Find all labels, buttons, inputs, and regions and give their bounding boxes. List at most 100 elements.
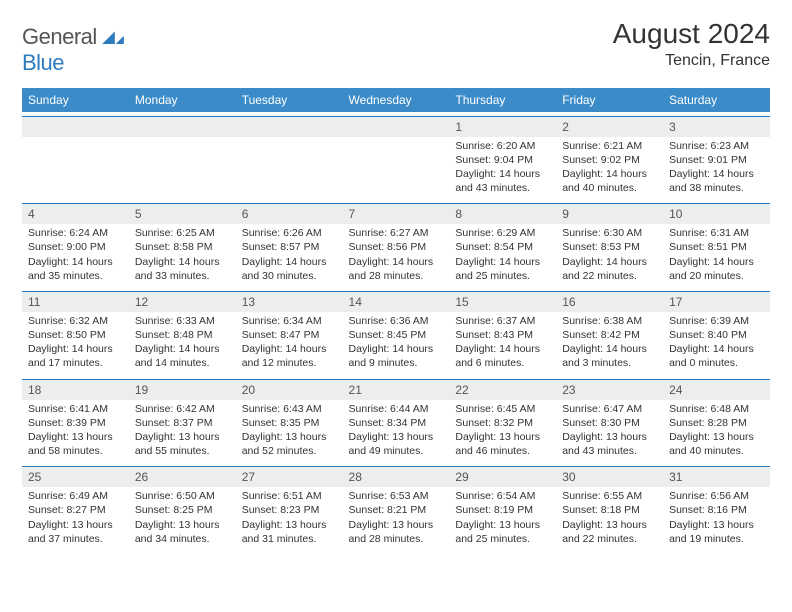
- sunset-line: Sunset: 8:23 PM: [242, 503, 337, 517]
- sunrise-line: Sunrise: 6:56 AM: [669, 489, 764, 503]
- sunrise-line: Sunrise: 6:29 AM: [455, 226, 550, 240]
- day-cell: Sunrise: 6:33 AMSunset: 8:48 PMDaylight:…: [129, 312, 236, 379]
- calendar-table: SundayMondayTuesdayWednesdayThursdayFrid…: [22, 88, 770, 554]
- sunset-line: Sunset: 8:42 PM: [562, 328, 657, 342]
- daylight-line: Daylight: 14 hours: [28, 255, 123, 269]
- day-number: 30: [556, 467, 663, 488]
- daylight-line: Daylight: 14 hours: [349, 342, 444, 356]
- day-cell: Sunrise: 6:20 AMSunset: 9:04 PMDaylight:…: [449, 137, 556, 204]
- daylight-line: and 25 minutes.: [455, 532, 550, 546]
- sunset-line: Sunset: 8:28 PM: [669, 416, 764, 430]
- day-cell: Sunrise: 6:36 AMSunset: 8:45 PMDaylight:…: [343, 312, 450, 379]
- day-cell: Sunrise: 6:41 AMSunset: 8:39 PMDaylight:…: [22, 400, 129, 467]
- day-cell: Sunrise: 6:24 AMSunset: 9:00 PMDaylight:…: [22, 224, 129, 291]
- daylight-line: Daylight: 14 hours: [242, 342, 337, 356]
- sunrise-line: Sunrise: 6:21 AM: [562, 139, 657, 153]
- sunrise-line: Sunrise: 6:44 AM: [349, 402, 444, 416]
- day-cell: Sunrise: 6:56 AMSunset: 8:16 PMDaylight:…: [663, 487, 770, 554]
- sunset-line: Sunset: 8:48 PM: [135, 328, 230, 342]
- sunrise-line: Sunrise: 6:34 AM: [242, 314, 337, 328]
- brand-logo: General Blue: [22, 18, 124, 76]
- daylight-line: Daylight: 14 hours: [562, 342, 657, 356]
- sunrise-line: Sunrise: 6:43 AM: [242, 402, 337, 416]
- sunrise-line: Sunrise: 6:23 AM: [669, 139, 764, 153]
- day-number: 7: [343, 204, 450, 225]
- day-cell: Sunrise: 6:43 AMSunset: 8:35 PMDaylight:…: [236, 400, 343, 467]
- day-number: 20: [236, 379, 343, 400]
- daylight-line: Daylight: 13 hours: [28, 518, 123, 532]
- daylight-line: and 37 minutes.: [28, 532, 123, 546]
- daylight-line: Daylight: 13 hours: [349, 518, 444, 532]
- sunrise-line: Sunrise: 6:53 AM: [349, 489, 444, 503]
- daylight-line: and 30 minutes.: [242, 269, 337, 283]
- day-number: 29: [449, 467, 556, 488]
- day-number: 25: [22, 467, 129, 488]
- daylight-line: and 46 minutes.: [455, 444, 550, 458]
- daylight-line: Daylight: 13 hours: [242, 430, 337, 444]
- sunrise-line: Sunrise: 6:50 AM: [135, 489, 230, 503]
- day-number: [22, 116, 129, 137]
- sunset-line: Sunset: 8:50 PM: [28, 328, 123, 342]
- daylight-line: and 35 minutes.: [28, 269, 123, 283]
- daylight-line: Daylight: 13 hours: [135, 430, 230, 444]
- day-cell: Sunrise: 6:21 AMSunset: 9:02 PMDaylight:…: [556, 137, 663, 204]
- day-number: 27: [236, 467, 343, 488]
- day-number: 9: [556, 204, 663, 225]
- daylight-line: and 0 minutes.: [669, 356, 764, 370]
- daylight-line: and 6 minutes.: [455, 356, 550, 370]
- sunrise-line: Sunrise: 6:45 AM: [455, 402, 550, 416]
- daylight-line: and 22 minutes.: [562, 269, 657, 283]
- daylight-line: Daylight: 13 hours: [135, 518, 230, 532]
- day-cell: Sunrise: 6:42 AMSunset: 8:37 PMDaylight:…: [129, 400, 236, 467]
- day-number: 23: [556, 379, 663, 400]
- daylight-line: and 31 minutes.: [242, 532, 337, 546]
- day-cell: Sunrise: 6:25 AMSunset: 8:58 PMDaylight:…: [129, 224, 236, 291]
- day-cell: Sunrise: 6:50 AMSunset: 8:25 PMDaylight:…: [129, 487, 236, 554]
- daylight-line: and 25 minutes.: [455, 269, 550, 283]
- sunrise-line: Sunrise: 6:24 AM: [28, 226, 123, 240]
- daylight-line: Daylight: 13 hours: [455, 430, 550, 444]
- daylight-line: and 43 minutes.: [455, 181, 550, 195]
- day-cell: Sunrise: 6:47 AMSunset: 8:30 PMDaylight:…: [556, 400, 663, 467]
- day-cell: [22, 137, 129, 204]
- daylight-line: Daylight: 13 hours: [349, 430, 444, 444]
- daylight-line: Daylight: 14 hours: [135, 342, 230, 356]
- daylight-line: Daylight: 13 hours: [562, 430, 657, 444]
- day-cell: Sunrise: 6:34 AMSunset: 8:47 PMDaylight:…: [236, 312, 343, 379]
- day-cell: Sunrise: 6:49 AMSunset: 8:27 PMDaylight:…: [22, 487, 129, 554]
- day-number: 18: [22, 379, 129, 400]
- sunrise-line: Sunrise: 6:30 AM: [562, 226, 657, 240]
- daylight-line: and 55 minutes.: [135, 444, 230, 458]
- sunset-line: Sunset: 8:30 PM: [562, 416, 657, 430]
- sunrise-line: Sunrise: 6:37 AM: [455, 314, 550, 328]
- sunset-line: Sunset: 8:16 PM: [669, 503, 764, 517]
- day-number: 28: [343, 467, 450, 488]
- dow-header: Thursday: [449, 88, 556, 112]
- day-number: 19: [129, 379, 236, 400]
- day-number: 5: [129, 204, 236, 225]
- daylight-line: Daylight: 14 hours: [242, 255, 337, 269]
- day-number: 3: [663, 116, 770, 137]
- sunrise-line: Sunrise: 6:25 AM: [135, 226, 230, 240]
- sunrise-line: Sunrise: 6:47 AM: [562, 402, 657, 416]
- day-number: [236, 116, 343, 137]
- day-cell: Sunrise: 6:38 AMSunset: 8:42 PMDaylight:…: [556, 312, 663, 379]
- day-cell: Sunrise: 6:37 AMSunset: 8:43 PMDaylight:…: [449, 312, 556, 379]
- sunset-line: Sunset: 8:32 PM: [455, 416, 550, 430]
- day-cell: Sunrise: 6:29 AMSunset: 8:54 PMDaylight:…: [449, 224, 556, 291]
- location: Tencin, France: [613, 52, 770, 70]
- sunrise-line: Sunrise: 6:42 AM: [135, 402, 230, 416]
- day-cell: Sunrise: 6:31 AMSunset: 8:51 PMDaylight:…: [663, 224, 770, 291]
- brand-text: General Blue: [22, 24, 124, 76]
- day-number: 22: [449, 379, 556, 400]
- day-cell: [129, 137, 236, 204]
- daylight-line: Daylight: 13 hours: [28, 430, 123, 444]
- day-number: 2: [556, 116, 663, 137]
- day-number: 12: [129, 291, 236, 312]
- sunrise-line: Sunrise: 6:33 AM: [135, 314, 230, 328]
- sunrise-line: Sunrise: 6:55 AM: [562, 489, 657, 503]
- sunrise-line: Sunrise: 6:26 AM: [242, 226, 337, 240]
- daylight-line: Daylight: 14 hours: [455, 167, 550, 181]
- daylight-line: and 17 minutes.: [28, 356, 123, 370]
- daylight-line: Daylight: 14 hours: [669, 167, 764, 181]
